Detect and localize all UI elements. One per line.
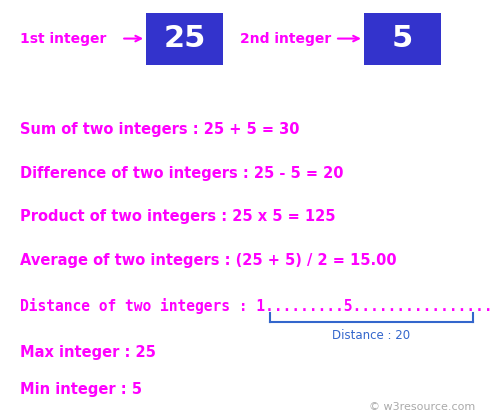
Text: Sum of two integers : 25 + 5 = 30: Sum of two integers : 25 + 5 = 30	[20, 122, 299, 137]
FancyBboxPatch shape	[364, 13, 441, 65]
Text: Distance : 20: Distance : 20	[332, 329, 410, 342]
Text: © w3resource.com: © w3resource.com	[369, 402, 475, 412]
Text: Difference of two integers : 25 - 5 = 20: Difference of two integers : 25 - 5 = 20	[20, 166, 344, 181]
Text: 1st integer: 1st integer	[20, 32, 106, 45]
FancyBboxPatch shape	[146, 13, 223, 65]
Text: 5: 5	[392, 24, 413, 53]
Text: 2nd integer: 2nd integer	[240, 32, 331, 45]
Text: 25: 25	[163, 24, 205, 53]
Text: Max integer : 25: Max integer : 25	[20, 345, 155, 360]
Text: Product of two integers : 25 x 5 = 125: Product of two integers : 25 x 5 = 125	[20, 209, 335, 224]
Text: Min integer : 5: Min integer : 5	[20, 382, 142, 397]
Text: Average of two integers : (25 + 5) / 2 = 15.00: Average of two integers : (25 + 5) / 2 =…	[20, 253, 396, 268]
Text: Distance of two integers : 1.........5.............................25: Distance of two integers : 1.........5..…	[20, 299, 495, 314]
